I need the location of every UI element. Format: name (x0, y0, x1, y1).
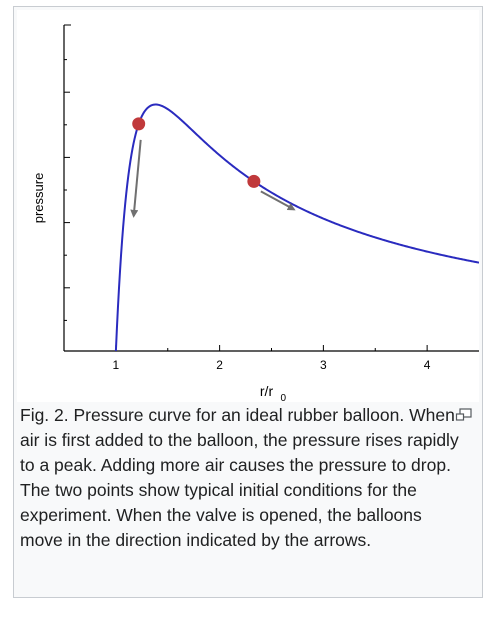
x-tick-label: 4 (424, 358, 431, 372)
figure-caption: Fig. 2. Pressure curve for an ideal rubb… (20, 405, 459, 550)
figure-chart: 1 2 3 4 r/r 0 pressure (17, 10, 479, 402)
initial-condition-point (247, 174, 261, 188)
x-tick-label: 2 (216, 358, 223, 372)
direction-arrow (130, 139, 142, 218)
pressure-chart: 1 2 3 4 r/r 0 pressure (31, 24, 479, 402)
pressure-curve (114, 103, 479, 352)
x-tick-label: 3 (320, 358, 327, 372)
figure-thumbnail: 1 2 3 4 r/r 0 pressure Fig. 2. Pressure curve … (13, 6, 483, 598)
initial-condition-point (132, 117, 146, 131)
x-tick-label: 1 (113, 358, 120, 372)
enlarge-icon[interactable] (455, 408, 473, 422)
direction-arrow (260, 190, 296, 211)
x-axis-label: r/r (260, 383, 274, 399)
y-axis-label: pressure (31, 173, 46, 224)
x-axis-label-subscript: 0 (281, 393, 287, 402)
